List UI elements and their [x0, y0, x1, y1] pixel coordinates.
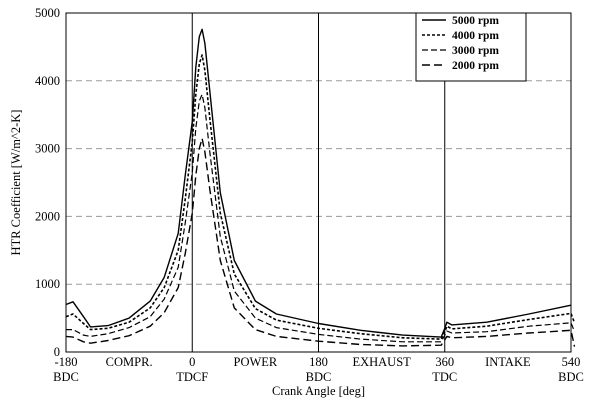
y-axis-title: HTR Coefficient [W/m^2-K] — [9, 110, 23, 256]
x-axis-title: Crank Angle [deg] — [272, 384, 365, 398]
x-tick-label: 360 — [435, 355, 454, 369]
series-layer — [65, 28, 576, 347]
legend-label: 2000 rpm — [452, 60, 499, 72]
stroke-phase-labels: BDC TDCF BDC TDC BDC COMPR. POWER EXHAUST INTAKE — [53, 355, 584, 384]
phase-label: COMPR. — [106, 355, 153, 369]
phase-label: INTAKE — [485, 355, 531, 369]
stroke-boundary-lines — [191, 13, 446, 352]
series-line-5000-rpm — [65, 28, 572, 338]
x-tick-label: 540 — [562, 355, 581, 369]
series-line-3000-rpm — [66, 93, 576, 343]
y-tick-label: 0 — [54, 345, 60, 359]
legend-label: 5000 rpm — [452, 15, 499, 27]
legend-label: 4000 rpm — [452, 30, 499, 42]
stroke-label: BDC — [53, 370, 79, 384]
y-tick-label: 1000 — [35, 277, 60, 291]
legend-label: 3000 rpm — [452, 45, 499, 57]
x-tick-label: -180 — [55, 355, 78, 369]
y-tick-label: 2000 — [35, 209, 60, 223]
series-line-2000-rpm — [65, 137, 576, 347]
y-tick-label: 4000 — [35, 74, 60, 88]
series-line-4000-rpm — [65, 54, 576, 340]
stroke-label: BDC — [306, 370, 332, 384]
stroke-label: BDC — [558, 370, 584, 384]
stroke-label: TDCF — [176, 370, 208, 384]
plot-frame — [65, 12, 572, 353]
x-tick-label: 0 — [189, 355, 195, 369]
stroke-label: TDC — [432, 370, 457, 384]
legend: 5000 rpm 4000 rpm 3000 rpm 2000 rpm — [415, 12, 527, 82]
y-tick-label: 3000 — [35, 142, 60, 156]
x-tick-label: 180 — [309, 355, 328, 369]
legend-box — [415, 12, 527, 82]
y-tick-label: 5000 — [35, 6, 60, 20]
phase-label: EXHAUST — [352, 355, 411, 369]
phase-label: POWER — [234, 355, 278, 369]
